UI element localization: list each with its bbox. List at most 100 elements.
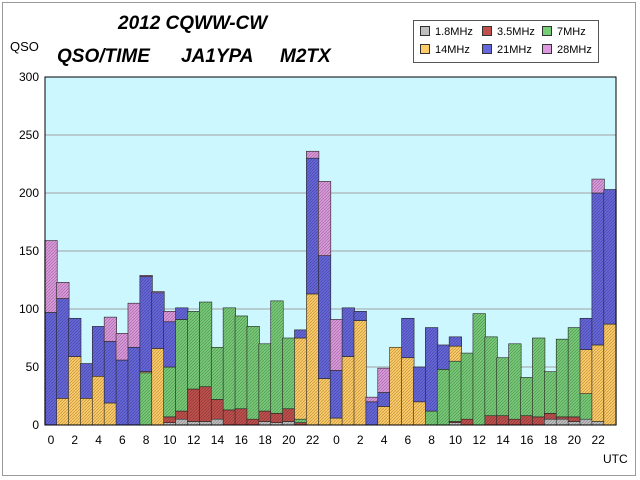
bar-21MHz [603, 189, 617, 325]
bar-21MHz [591, 192, 605, 346]
bar-21MHz [401, 317, 415, 359]
legend: 1.8MHz 3.5MHz 7MHz 14MHz 21MHz 28MHz [413, 20, 599, 63]
legend-swatch [482, 26, 492, 36]
bar-14MHz [389, 346, 403, 426]
bar-14MHz [103, 402, 117, 426]
bar-7MHz [163, 366, 177, 418]
bar-7MHz [567, 327, 581, 418]
bar-21MHz [579, 317, 593, 350]
x-tick-label: 20 [282, 433, 296, 447]
x-tick-label: 20 [568, 433, 582, 447]
bar-14MHz [329, 417, 343, 426]
bar-7MHz [258, 343, 272, 412]
legend-label: 14MHz [435, 44, 470, 56]
bar-1.8MHz [175, 418, 189, 426]
x-tick-label: 4 [381, 433, 388, 447]
bar-3.5MHz [282, 408, 296, 422]
bar-28MHz [103, 316, 117, 342]
bar-21MHz [103, 341, 117, 404]
bar-7MHz [555, 338, 570, 418]
bar-1.8MHz [591, 421, 605, 426]
bar-14MHz [341, 356, 355, 426]
bar-28MHz [306, 150, 320, 159]
x-tick-label: 0 [48, 433, 55, 447]
bar-3.5MHz [460, 418, 474, 426]
bar-3.5MHz [199, 386, 213, 422]
x-tick-label: 8 [428, 433, 435, 447]
bar-21MHz [353, 311, 367, 321]
bar-28MHz [377, 367, 391, 393]
bar-14MHz [591, 344, 605, 422]
bar-21MHz [436, 344, 451, 370]
chart-frame [2, 2, 636, 476]
legend-label: 28MHz [557, 44, 592, 56]
bar-3.5MHz [246, 418, 260, 426]
bar-21MHz [127, 346, 141, 426]
bar-3.5MHz [187, 388, 201, 422]
bar-21MHz [425, 327, 439, 412]
bar-28MHz [139, 275, 153, 277]
legend-label: 1.8MHz [435, 26, 473, 38]
bar-7MHz [579, 393, 593, 420]
bar-28MHz [151, 291, 165, 294]
x-tick-label: 16 [520, 433, 534, 447]
bar-7MHz [222, 307, 236, 411]
bar-1.8MHz [579, 418, 593, 426]
bar-7MHz [508, 343, 522, 420]
bar-14MHz [151, 348, 165, 426]
bar-3.5MHz [484, 415, 498, 426]
bar-3.5MHz [508, 418, 522, 426]
legend-label: 7MHz [557, 26, 586, 38]
y-tick-label: 200 [19, 186, 39, 200]
legend-item: 3.5MHz [482, 26, 535, 38]
bar-1.8MHz [544, 418, 558, 426]
bar-7MHz [294, 418, 308, 423]
bar-3.5MHz [210, 399, 225, 420]
bar-21MHz [365, 401, 379, 426]
x-tick-label: 12 [187, 433, 201, 447]
bars [44, 150, 617, 426]
bar-14MHz [353, 320, 367, 426]
legend-swatch [542, 44, 552, 54]
bar-21MHz [413, 366, 427, 403]
bar-21MHz [377, 392, 391, 407]
bar-28MHz [591, 178, 605, 194]
y-tick-label: 150 [19, 244, 39, 258]
bar-3.5MHz [234, 408, 248, 426]
bar-14MHz [579, 349, 593, 394]
bar-7MHz [175, 319, 189, 412]
bar-7MHz [436, 369, 451, 426]
bar-28MHz [329, 319, 343, 371]
plot-border [44, 76, 617, 426]
legend-item: 1.8MHz [420, 26, 473, 38]
chart-title: 2012 CQWW-CW [118, 13, 268, 34]
bar-3.5MHz [222, 409, 236, 426]
bar-28MHz [163, 311, 177, 323]
bar-1.8MHz [258, 421, 272, 426]
legend-swatch [420, 44, 430, 54]
y-tick-label: 250 [19, 128, 39, 142]
legend-swatch [482, 44, 492, 54]
bar-7MHz [282, 337, 296, 410]
bar-28MHz [56, 282, 70, 299]
bar-7MHz [448, 360, 462, 422]
y-tick-label: 50 [26, 360, 40, 374]
bar-14MHz [603, 323, 617, 426]
bar-14MHz [306, 293, 320, 426]
bar-7MHz [187, 311, 201, 390]
x-axis-label: UTC [603, 452, 628, 466]
x-tick-label: 14 [496, 433, 510, 447]
x-tick-label: 6 [404, 433, 411, 447]
bar-28MHz [318, 181, 332, 256]
bar-21MHz [80, 363, 94, 399]
tick-labels: 0 50 100 150 200 250 300 0 2 4 6 8 10 12 14 16 18 20 22 0 2 4… [19, 70, 605, 447]
bar-21MHz [56, 298, 70, 399]
x-tick-label: 22 [306, 433, 320, 447]
bar-1.8MHz [210, 418, 225, 426]
legend-item: 28MHz [542, 44, 592, 56]
bar-7MHz [460, 352, 474, 420]
bar-14MHz [413, 401, 427, 426]
bar-3.5MHz [270, 413, 284, 423]
bar-1.8MHz [555, 418, 570, 426]
bar-3.5MHz [496, 415, 510, 426]
